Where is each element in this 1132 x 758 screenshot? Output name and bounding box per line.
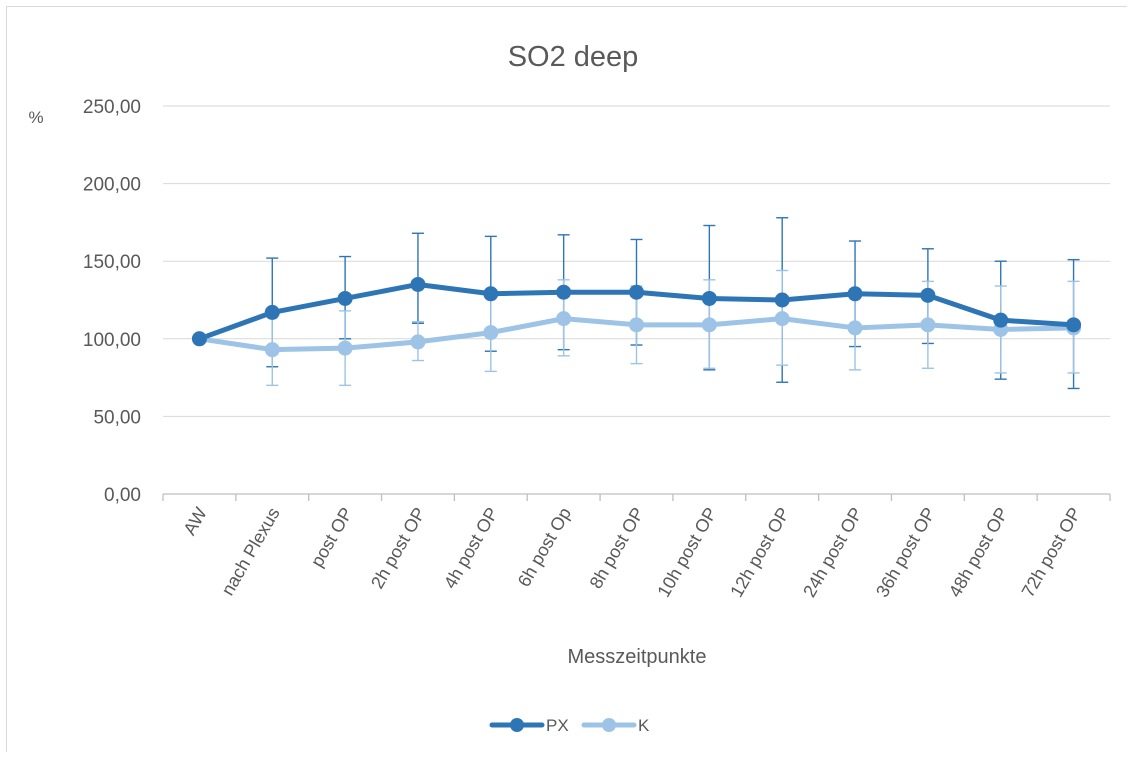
data-point-k xyxy=(264,342,280,358)
data-point-px xyxy=(920,287,936,303)
x-tick-label: 12h post OP xyxy=(726,504,793,601)
data-point-k xyxy=(556,311,572,327)
data-point-k xyxy=(337,340,353,356)
data-point-px xyxy=(1066,317,1082,333)
legend: PX K xyxy=(489,716,650,735)
data-point-px xyxy=(847,286,863,302)
y-tick-label: 150,00 xyxy=(83,252,141,273)
x-tick-label: AW xyxy=(179,504,210,539)
x-tick-label: nach Plexus xyxy=(217,504,283,599)
data-point-px xyxy=(483,286,499,302)
data-point-k xyxy=(483,325,499,341)
data-point-k xyxy=(410,334,426,350)
chart-frame xyxy=(6,6,1127,752)
x-tick-label: 48h post OP xyxy=(945,504,1012,601)
data-point-px xyxy=(629,284,644,300)
legend-marker xyxy=(510,718,524,732)
x-tick-label: 2h post OP xyxy=(367,504,429,592)
legend-marker xyxy=(602,718,616,732)
x-tick-label: 6h post Op xyxy=(514,504,575,590)
x-axis: AW nach Plexus post OP 2h post OP 4h post OP… xyxy=(162,493,1111,601)
legend-item-k: K xyxy=(581,716,650,735)
data-point-k xyxy=(629,317,644,333)
x-axis-label: Messzeitpunkte xyxy=(568,646,707,668)
x-tick-label: 8h post OP xyxy=(586,504,648,592)
data-point-px xyxy=(410,276,426,292)
series-points xyxy=(191,276,1082,358)
chart-title: SO2 deep xyxy=(508,41,639,73)
y-tick-label: 200,00 xyxy=(83,175,141,196)
x-tick-label: 36h post OP xyxy=(872,504,939,601)
data-point-px xyxy=(701,290,717,306)
y-axis-label: % xyxy=(28,108,43,127)
y-tick-label: 50,00 xyxy=(93,407,141,428)
data-point-px xyxy=(556,284,572,300)
y-tick-labels: 0,00 50,00 100,00 150,00 200,00 250,00 xyxy=(83,97,141,506)
y-tick-label: 250,00 xyxy=(83,97,141,118)
data-point-px xyxy=(191,331,207,347)
x-tick-label: post OP xyxy=(307,504,357,570)
legend-label: PX xyxy=(546,716,569,735)
x-tick-label: 72h post OP xyxy=(1018,504,1085,601)
legend-label: K xyxy=(638,716,650,735)
data-point-k xyxy=(920,317,936,333)
y-tick-label: 0,00 xyxy=(104,485,141,506)
y-tick-label: 100,00 xyxy=(83,330,141,351)
data-point-k xyxy=(701,317,717,333)
data-point-px xyxy=(774,292,790,308)
data-point-k xyxy=(847,320,863,336)
legend-item-px: PX xyxy=(489,716,569,735)
x-tick-label: 4h post OP xyxy=(440,504,502,592)
data-point-k xyxy=(774,311,790,327)
data-point-px xyxy=(337,290,353,306)
data-point-px xyxy=(264,304,280,320)
x-tick-label: 10h post OP xyxy=(653,504,720,601)
x-tick-label: 24h post OP xyxy=(799,504,866,601)
data-point-px xyxy=(993,312,1009,328)
